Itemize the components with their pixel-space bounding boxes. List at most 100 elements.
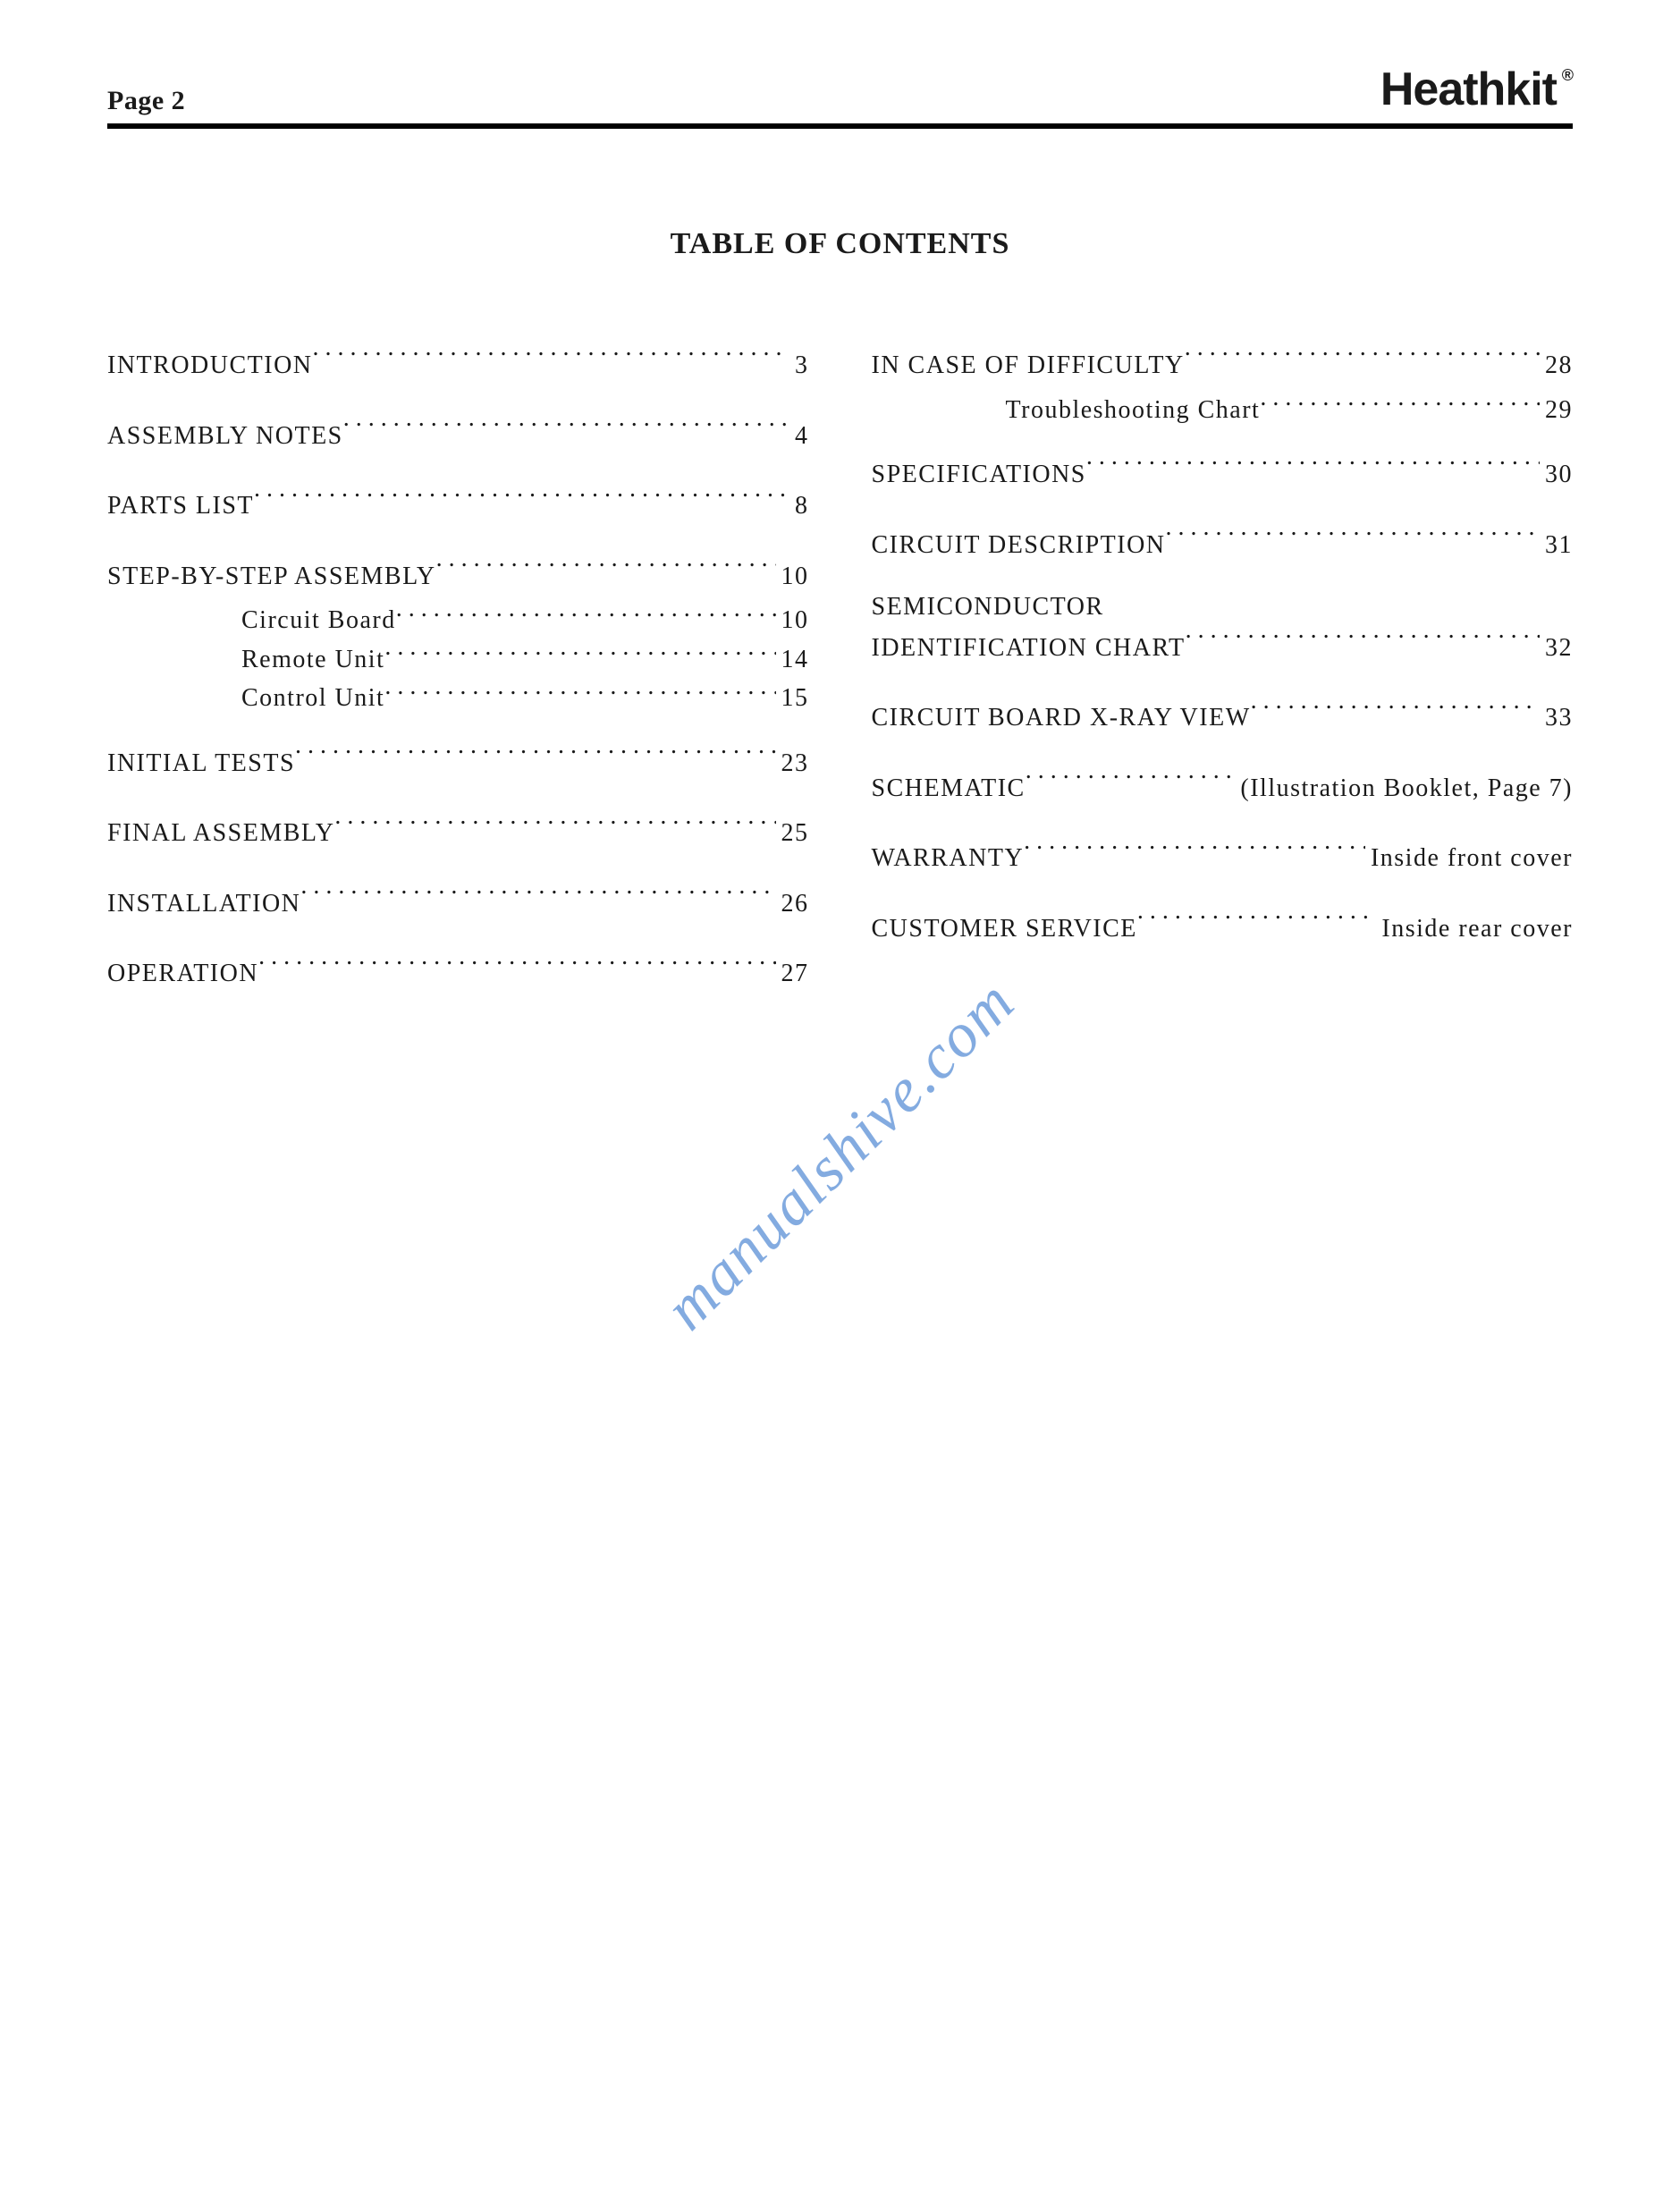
toc-entry-label: STEP-BY-STEP ASSEMBLY [107,553,436,602]
toc-sub-entry: Circuit Board 10 [107,601,809,639]
toc-leader-dots [1185,348,1540,373]
toc-entry-gap [107,531,809,553]
toc-entry: IN CASE OF DIFFICULTY 28 [872,342,1574,391]
toc-entry-label: PARTS LIST [107,482,254,531]
toc-entry: INTRODUCTION3 [107,342,809,391]
toc-entry-gap [872,673,1574,694]
toc-column-left: INTRODUCTION3 ASSEMBLY NOTES 4 PARTS LIST 8 S… [107,342,809,999]
toc-entry-label: SCHEMATIC [872,765,1026,814]
toc-leader-dots [1026,771,1236,796]
page-header: Page 2 Heathkit® [107,63,1573,116]
toc-entry-label: SPECIFICATIONS [872,451,1086,500]
toc-entry-page: 30 [1540,451,1573,500]
toc-entry: WARRANTY Inside front cover [872,834,1574,884]
toc-entry-gap [107,461,809,482]
toc-entry-gap [872,813,1574,834]
toc-entry-page: 29 [1540,391,1573,429]
toc-entry-label: IN CASE OF DIFFICULTY [872,342,1185,391]
toc-entry-page: 10 [776,553,809,602]
toc-entry-page: 27 [776,950,809,999]
toc-leader-dots [1166,528,1540,553]
toc-entry-page: Inside rear cover [1376,905,1573,954]
toc-entry-page: 8 [789,482,809,531]
toc-leader-dots [258,956,775,981]
toc-leader-dots [1186,630,1540,656]
toc-entry-page: 14 [776,640,809,679]
toc-entry-label: OPERATION [107,950,258,999]
toc-entry-gap [107,718,809,740]
toc-column-right: IN CASE OF DIFFICULTY28Troubleshooting C… [872,342,1574,999]
toc-entry-label: Troubleshooting Chart [1006,391,1261,429]
toc-leader-dots [1260,393,1540,418]
toc-entry-label: Circuit Board [241,601,396,639]
watermark: manualshive.com [651,967,1029,1345]
toc-entry-gap [107,859,809,880]
toc-sub-entry: Troubleshooting Chart 29 [872,391,1574,429]
toc-entry: CUSTOMER SERVICE Inside rear cover [872,905,1574,954]
toc-leader-dots [313,348,789,373]
toc-entry-gap [872,500,1574,521]
toc-entry-label: CUSTOMER SERVICE [872,905,1137,954]
header-rule [107,123,1573,129]
toc-entry-label: Remote Unit [241,640,384,679]
toc-leader-dots [384,642,775,667]
toc-entry-page: 23 [776,740,809,789]
toc-entry: ASSEMBLY NOTES 4 [107,412,809,461]
toc-leader-dots [1137,911,1376,936]
toc-entry-label: INTRODUCTION [107,342,313,391]
toc-title: TABLE OF CONTENTS [107,227,1573,261]
toc-entry: OPERATION 27 [107,950,809,999]
toc-entry-gap [107,788,809,809]
toc-entry-page: 15 [776,679,809,717]
toc-entry-page: (Illustration Booklet, Page 7) [1235,765,1573,814]
toc-entry-label: INSTALLATION [107,880,300,929]
toc-entry-page: 32 [1540,624,1573,673]
toc-entry-gap [107,391,809,412]
toc-entry-label: Control Unit [241,679,384,717]
toc-leader-dots [300,886,775,911]
toc-entry-page: 26 [776,880,809,929]
toc-leader-dots [343,419,789,444]
toc-sub-entry: Control Unit 15 [107,679,809,717]
toc-leader-dots [295,746,775,771]
registered-mark: ® [1562,66,1573,85]
toc-entry-page: 28 [1540,342,1573,391]
toc-leader-dots [254,488,789,513]
toc-entry-gap [872,570,1574,591]
toc-entry-page: 10 [776,601,809,639]
toc-sub-entry: Remote Unit 14 [107,640,809,679]
toc-entry-label: IDENTIFICATION CHART [872,624,1186,673]
toc-entry: SPECIFICATIONS 30 [872,451,1574,500]
toc-entry: SEMICONDUCTOR [872,591,1574,623]
page-number-label: Page 2 [107,86,185,116]
toc-entry-label: CIRCUIT DESCRIPTION [872,521,1166,571]
toc-leader-dots [436,559,776,584]
toc-entry-gap [872,743,1574,765]
toc-entry: IDENTIFICATION CHART 32 [872,624,1574,673]
toc-entry-label: ASSEMBLY NOTES [107,412,343,461]
toc-leader-dots [334,816,775,841]
brand-logo: Heathkit® [1380,63,1573,116]
toc-entry-label: INITIAL TESTS [107,740,295,789]
toc-entry-page: 33 [1540,694,1573,743]
toc-entry-page: 25 [776,809,809,859]
toc-leader-dots [384,681,775,706]
toc-entry-gap [107,928,809,950]
toc-entry-gap [872,429,1574,451]
toc-entry-label: SEMICONDUCTOR [872,591,1104,623]
toc-entry-gap [872,884,1574,905]
toc-entry-page: 31 [1540,521,1573,571]
toc-leader-dots [1086,457,1540,482]
toc-entry-page: 4 [789,412,809,461]
toc-entry: INITIAL TESTS 23 [107,740,809,789]
toc-entry: STEP-BY-STEP ASSEMBLY 10 [107,553,809,602]
toc-entry: SCHEMATIC (Illustration Booklet, Page 7) [872,765,1574,814]
toc-entry: INSTALLATION 26 [107,880,809,929]
toc-entry-label: CIRCUIT BOARD X-RAY VIEW [872,694,1251,743]
toc-entry: PARTS LIST 8 [107,482,809,531]
toc-entry-page: Inside front cover [1365,834,1573,884]
toc-entry-label: WARRANTY [872,834,1025,884]
toc-entry: FINAL ASSEMBLY25 [107,809,809,859]
toc-entry: CIRCUIT DESCRIPTION 31 [872,521,1574,571]
document-page: Page 2 Heathkit® TABLE OF CONTENTS INTRO… [0,0,1680,2191]
